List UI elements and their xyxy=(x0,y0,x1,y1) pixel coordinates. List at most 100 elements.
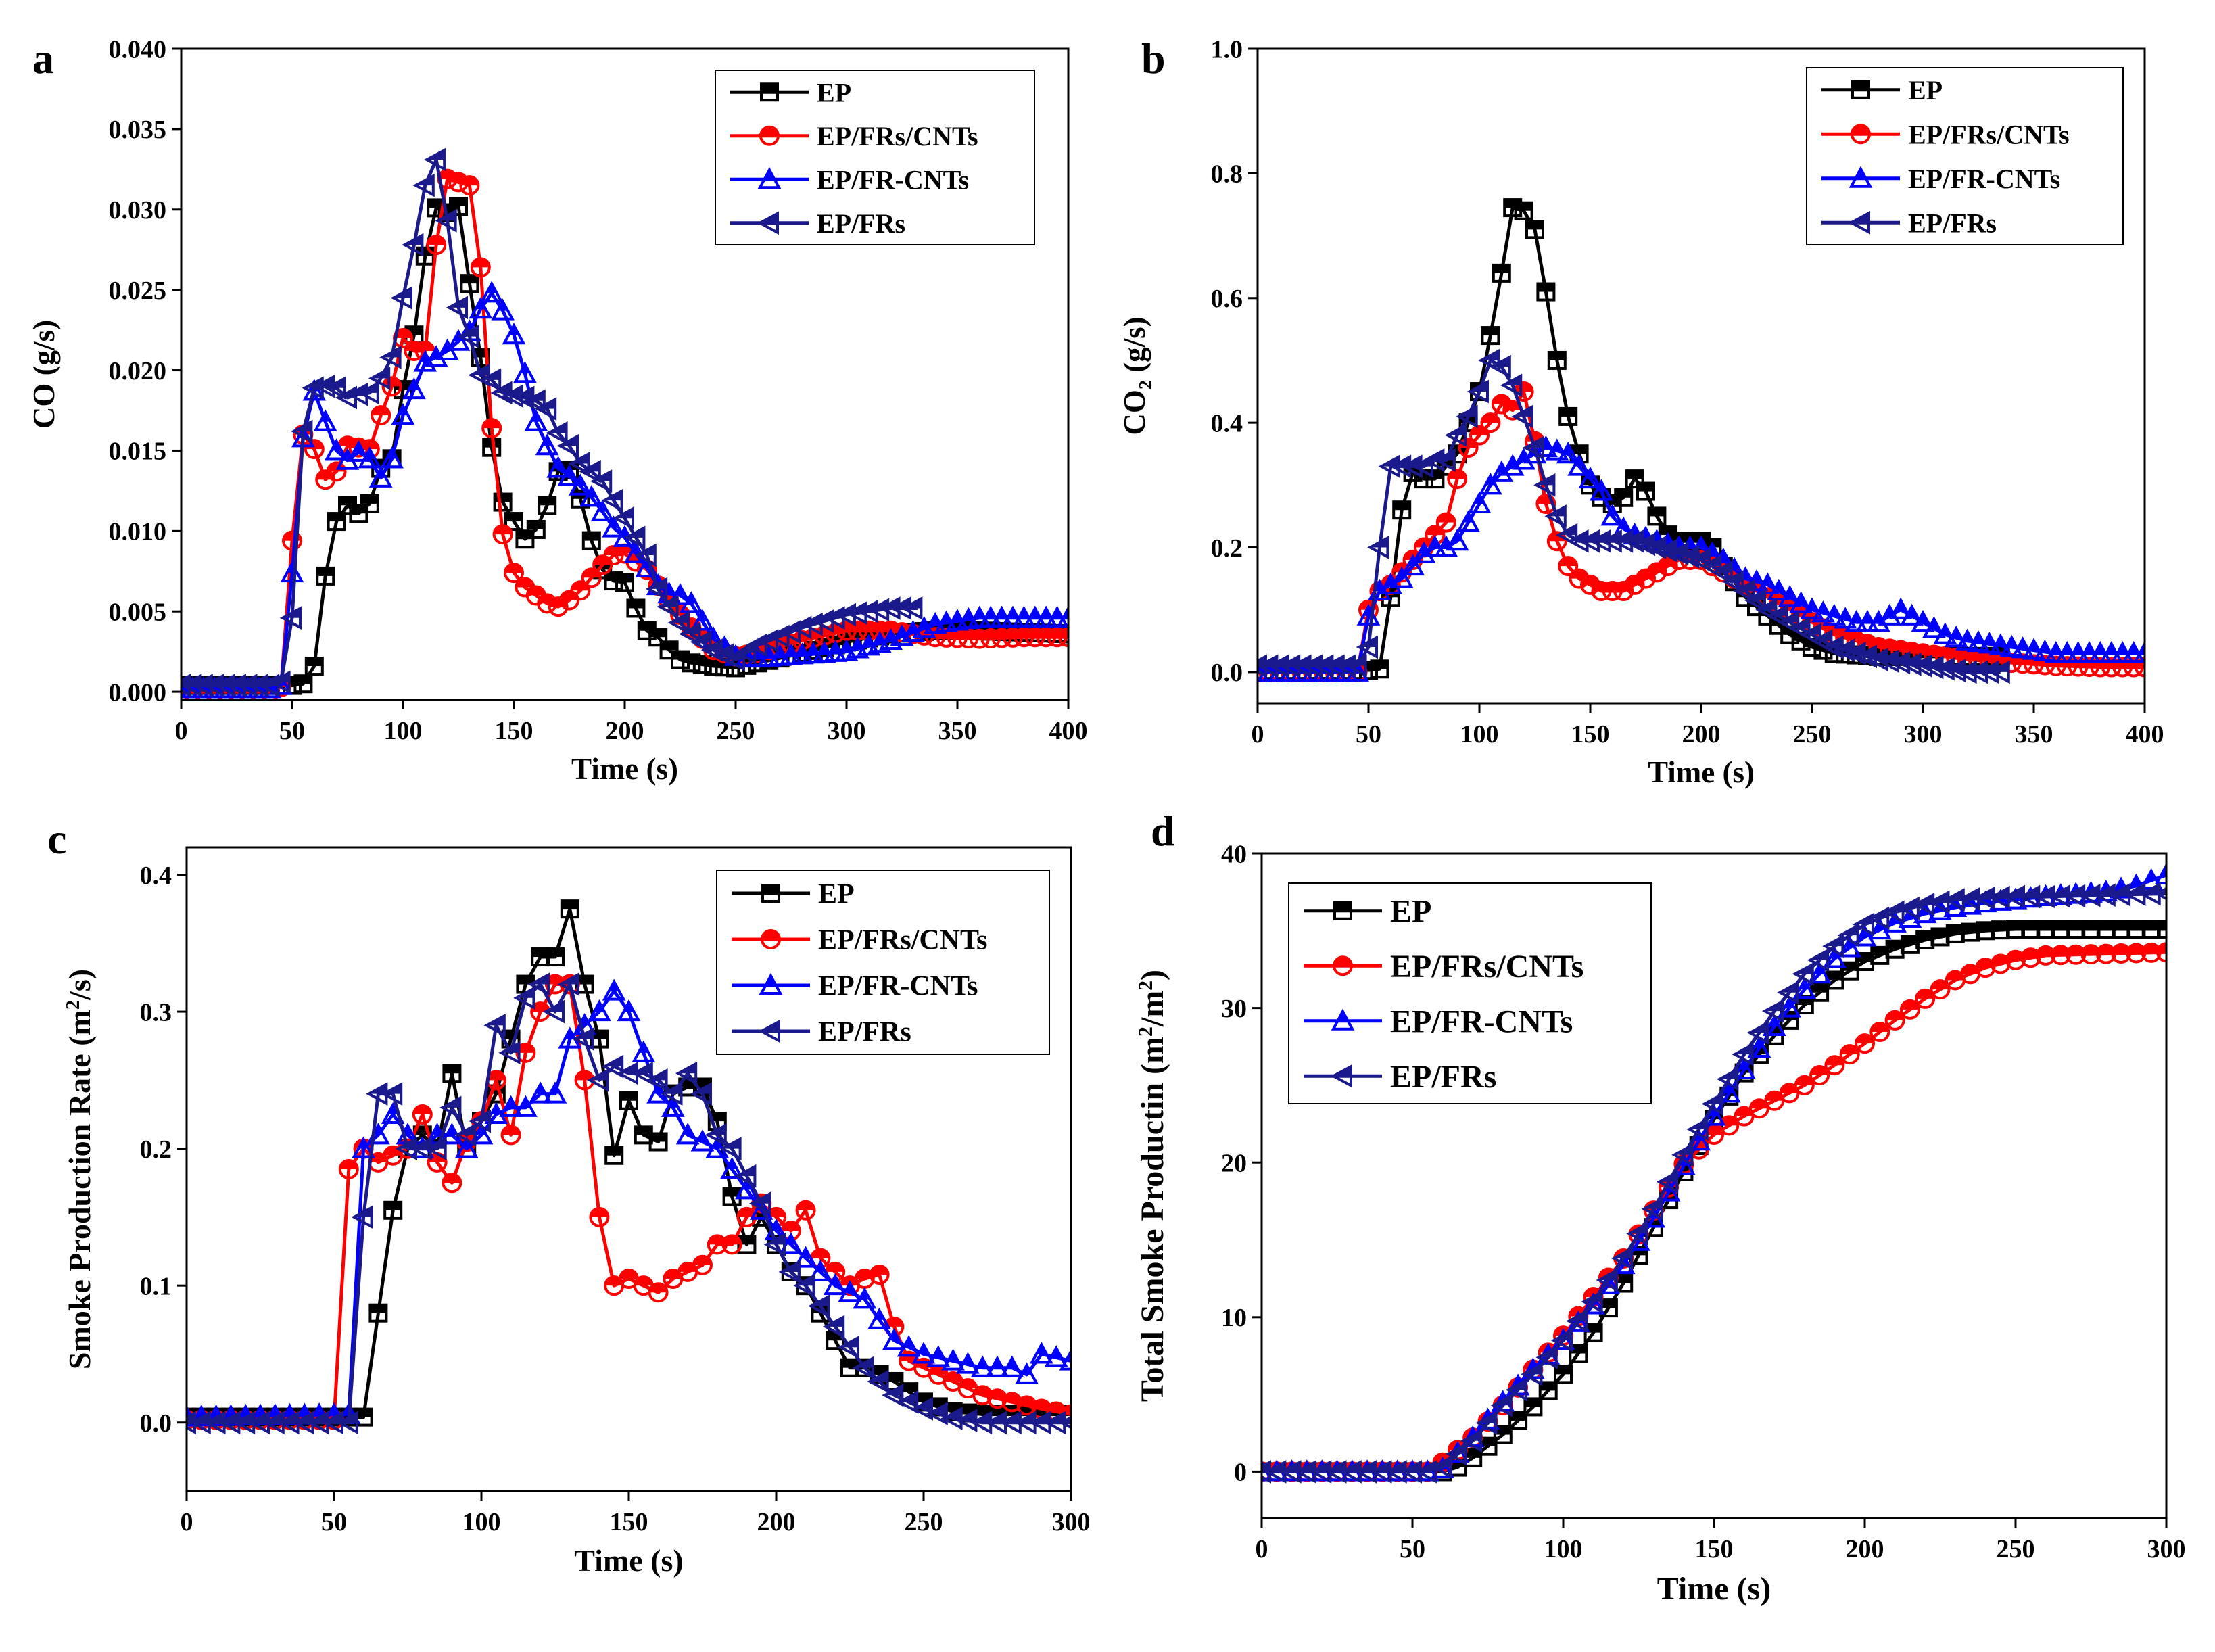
data-point-fill xyxy=(2097,945,2115,954)
x-tick-label: 100 xyxy=(384,717,423,745)
data-point-fill xyxy=(295,1413,313,1423)
data-point-fill xyxy=(631,544,641,554)
data-point-fill xyxy=(698,1132,707,1142)
data-point xyxy=(588,999,611,1022)
data-point-fill xyxy=(1538,283,1554,292)
data-point xyxy=(1833,607,1857,629)
data-point-fill xyxy=(550,1084,560,1094)
data-point xyxy=(514,1095,538,1117)
data-point-fill xyxy=(579,1016,590,1026)
data-point xyxy=(2022,638,2046,660)
data-point-fill xyxy=(693,1084,711,1094)
legend-marker-fill xyxy=(766,976,776,985)
y-tick-label: 0.4 xyxy=(140,862,172,890)
data-point xyxy=(402,377,426,400)
x-tick-label: 400 xyxy=(2126,720,2164,749)
data-point-fill xyxy=(871,1366,888,1375)
data-point-fill xyxy=(196,1407,206,1417)
data-point-fill xyxy=(472,1112,490,1122)
y-tick-label: 0.0 xyxy=(1211,659,1243,687)
data-point-fill xyxy=(1947,661,1965,671)
data-point-fill xyxy=(2018,639,2028,649)
y-tick-label: 40 xyxy=(1221,840,1247,868)
data-point-fill xyxy=(191,1413,210,1423)
data-point-fill xyxy=(565,1029,575,1039)
data-point xyxy=(1290,659,1314,682)
data-point-fill xyxy=(2052,921,2069,930)
data-point xyxy=(968,605,992,628)
data-point-fill xyxy=(1763,575,1773,585)
data-point-fill xyxy=(604,491,622,501)
data-point-fill xyxy=(2021,887,2039,897)
data-point-fill xyxy=(953,611,962,621)
data-point-fill xyxy=(1658,541,1676,551)
data-point-fill xyxy=(2131,876,2141,887)
data-point xyxy=(484,1102,508,1124)
data-point-fill xyxy=(1636,534,1654,544)
data-point-fill xyxy=(320,412,331,422)
data-point-fill xyxy=(616,544,634,554)
data-point-fill xyxy=(959,1379,977,1389)
data-point xyxy=(1567,454,1591,476)
data-point-fill xyxy=(531,1003,550,1012)
y-axis-label-rest: (g/s) xyxy=(1118,316,1151,380)
data-point-fill xyxy=(1430,538,1440,548)
data-point xyxy=(853,1287,877,1309)
data-point-fill xyxy=(997,608,1007,618)
data-point-fill xyxy=(285,1406,295,1416)
data-point-fill xyxy=(2051,644,2061,654)
data-point-fill xyxy=(590,1070,608,1081)
y-tick-label: 0.2 xyxy=(1211,534,1243,563)
data-point-fill xyxy=(1018,1396,1036,1406)
data-point xyxy=(1490,460,1514,482)
data-point-fill xyxy=(1510,1412,1527,1421)
data-point-fill xyxy=(295,676,312,684)
data-point-fill xyxy=(2067,945,2085,955)
data-point xyxy=(1434,535,1458,557)
data-point-fill xyxy=(354,442,364,452)
data-point-fill xyxy=(593,471,611,481)
data-point-fill xyxy=(546,1002,563,1012)
data-point-fill xyxy=(1807,600,1817,610)
y-axis-label-rest: /s) xyxy=(62,969,97,1001)
data-point-fill xyxy=(1059,628,1068,638)
data-point xyxy=(1258,659,1281,682)
y-tick-label: 0.040 xyxy=(109,35,167,64)
data-point xyxy=(1958,893,1982,915)
data-point-fill xyxy=(801,1248,811,1258)
data-point xyxy=(491,298,515,321)
data-point xyxy=(1898,905,1922,928)
data-point xyxy=(680,591,703,613)
data-point-fill xyxy=(565,467,574,477)
data-point-fill xyxy=(2040,642,2050,652)
data-point-fill xyxy=(427,236,446,245)
data-point-fill xyxy=(1371,661,1388,669)
data-point-fill xyxy=(491,1104,501,1114)
data-point-fill xyxy=(1267,1462,1285,1472)
data-point-fill xyxy=(457,1125,475,1135)
data-point-fill xyxy=(1869,650,1887,660)
legend-label: EP/FRs xyxy=(1390,1059,1496,1095)
legend-label: EP xyxy=(1390,894,1431,930)
data-point-fill xyxy=(1735,1107,1753,1116)
data-point-fill xyxy=(444,1065,460,1074)
data-point-fill xyxy=(919,1344,928,1354)
data-point-fill xyxy=(394,288,411,298)
data-point-fill xyxy=(653,1084,663,1094)
legend: EP EP/FRs/CNTs EP/FR-CNTs EP/FRs xyxy=(715,70,1035,245)
data-point-fill xyxy=(919,619,929,629)
data-point xyxy=(809,1259,832,1281)
data-point-fill xyxy=(1041,608,1051,618)
data-point-fill xyxy=(1496,463,1506,473)
data-point-fill xyxy=(416,342,434,352)
data-point-fill xyxy=(1818,603,1828,613)
data-point-fill xyxy=(815,1262,826,1272)
y-axis-label-main: Smoke Production Rate (m xyxy=(62,1010,97,1369)
data-point-fill xyxy=(1844,938,1855,948)
data-point-fill xyxy=(1791,619,1809,629)
data-point-fill xyxy=(283,608,300,618)
data-point-fill xyxy=(1481,350,1499,360)
data-point-fill xyxy=(1348,656,1366,666)
data-point-fill xyxy=(2140,644,2145,654)
